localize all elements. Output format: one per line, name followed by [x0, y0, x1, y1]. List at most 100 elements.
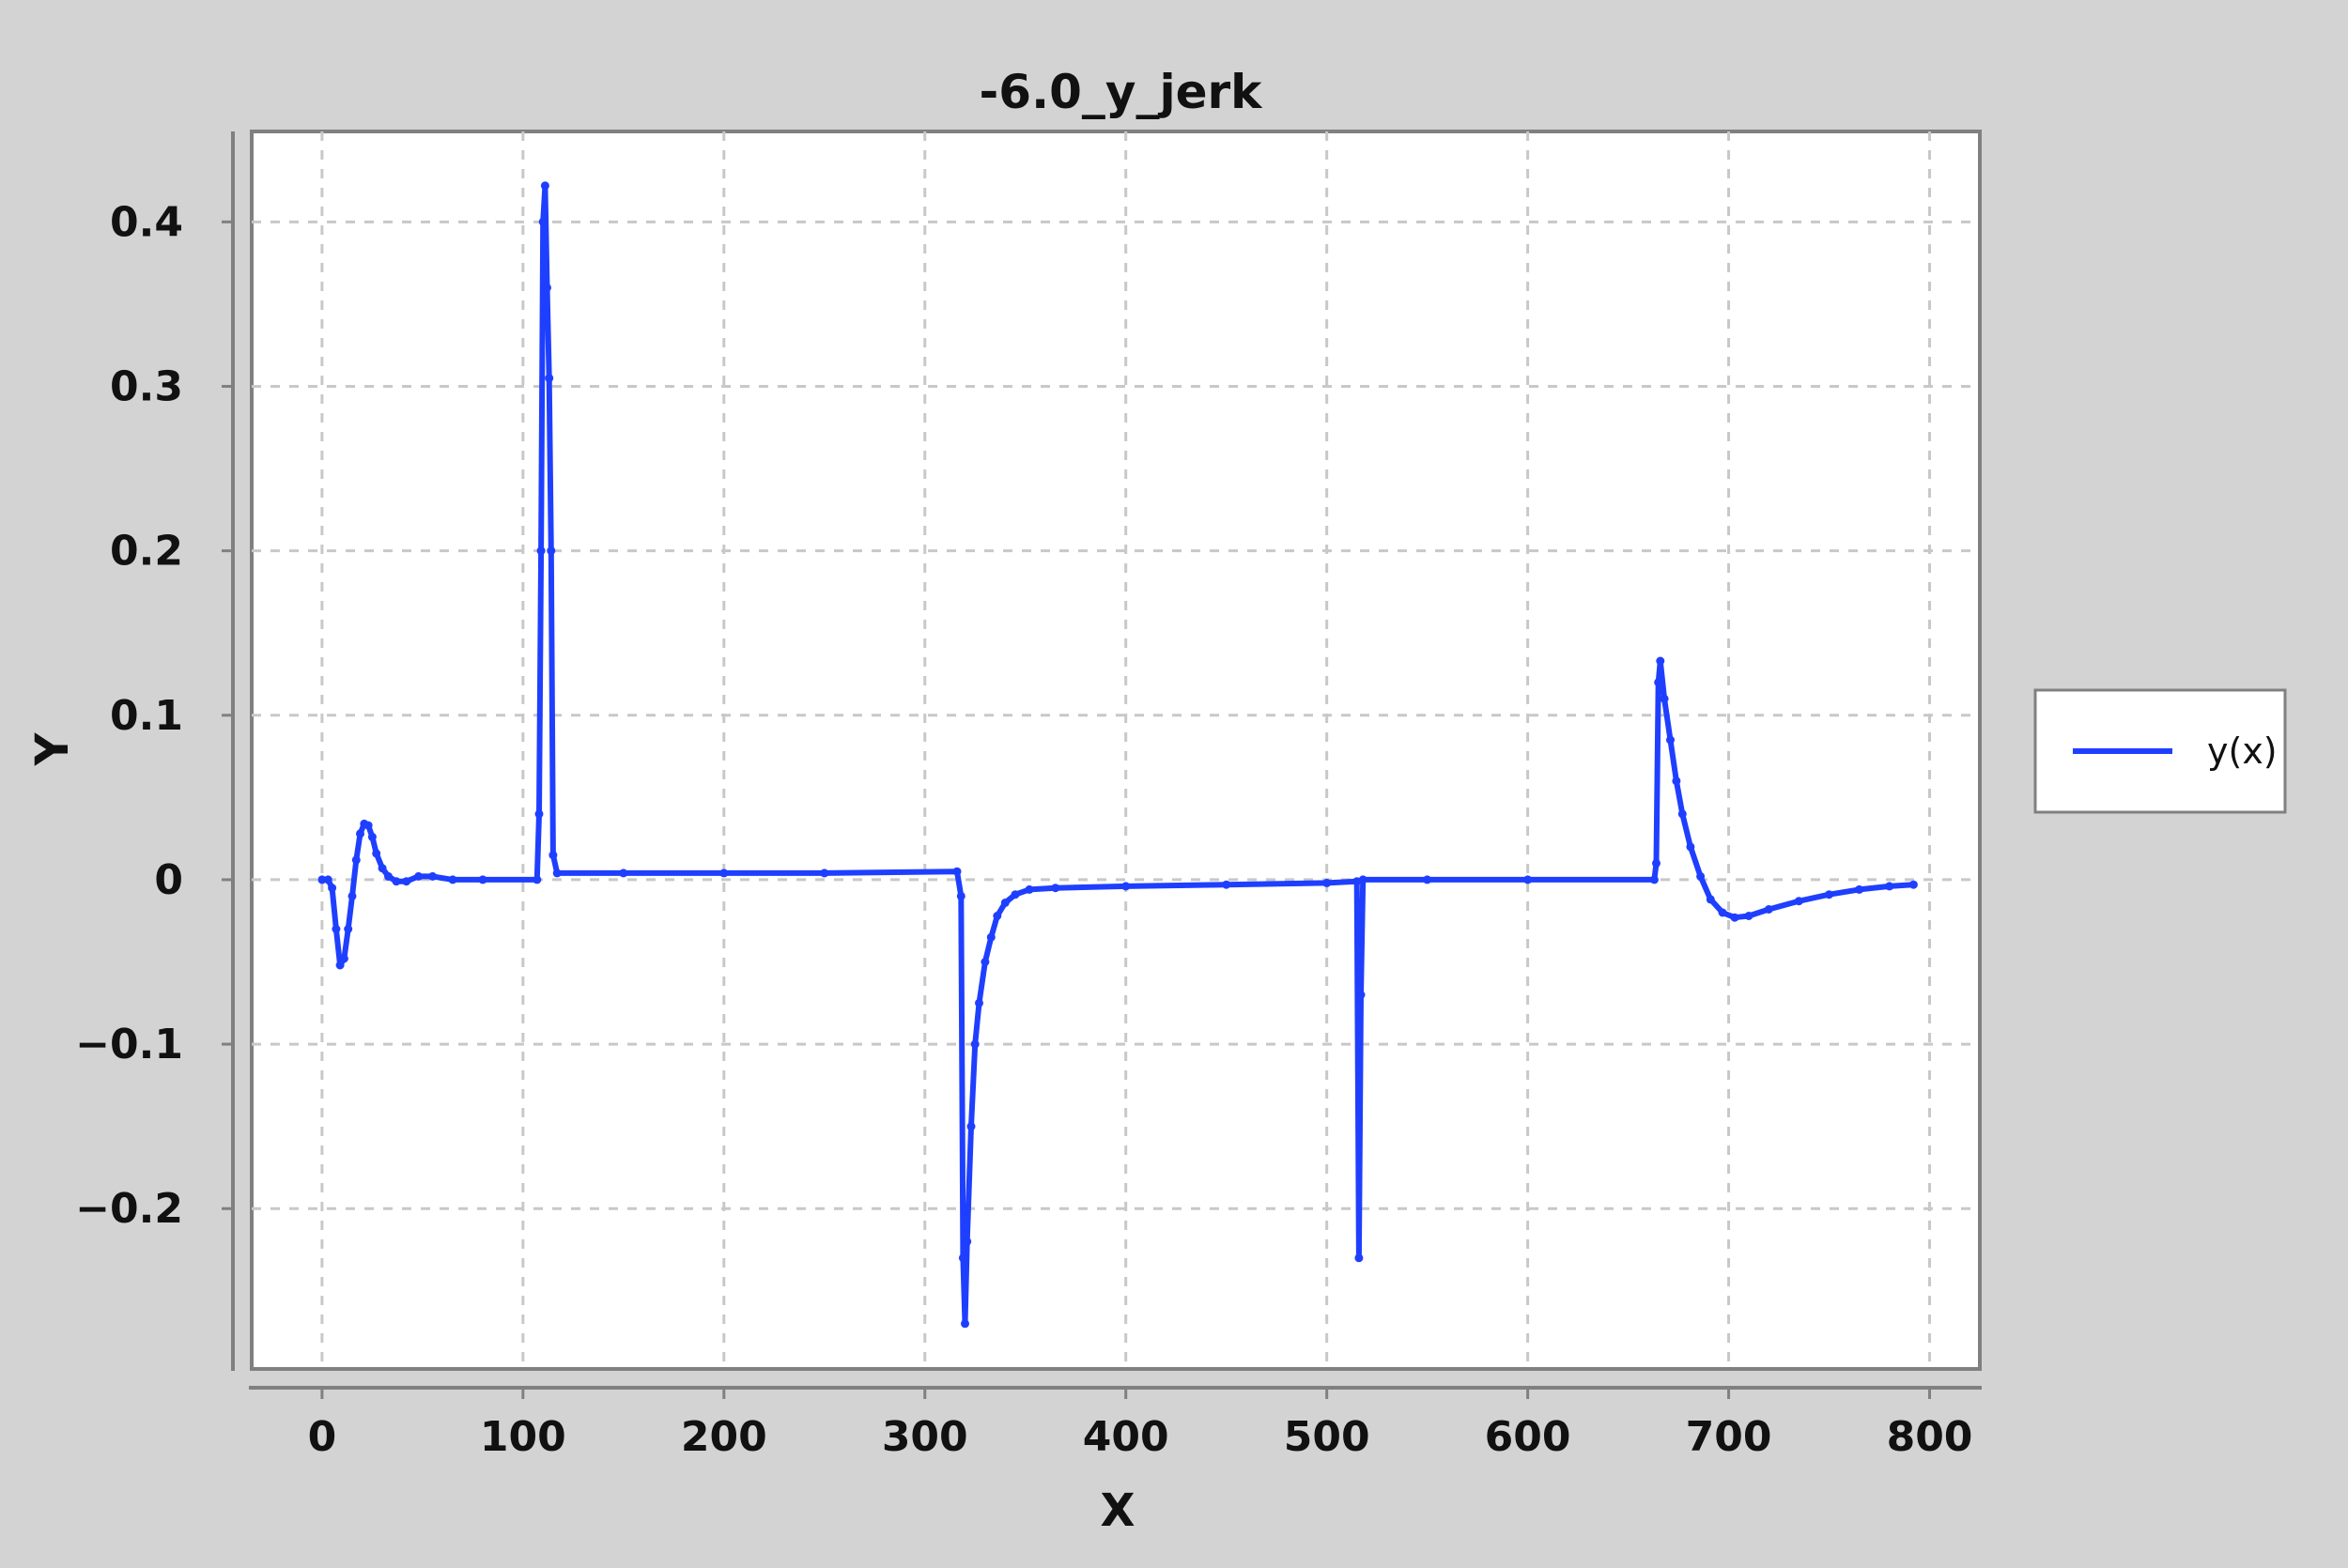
data-point — [1885, 882, 1894, 891]
data-point — [351, 855, 361, 865]
x-tick-label: 600 — [1485, 1413, 1571, 1461]
data-point — [1825, 890, 1833, 899]
data-point — [1686, 842, 1695, 852]
data-point — [619, 869, 628, 878]
series-layer — [317, 181, 1918, 1329]
data-point — [1025, 884, 1034, 894]
data-point — [552, 869, 562, 878]
legend: y(x) — [2033, 688, 2287, 814]
data-point — [548, 851, 558, 860]
x-tick-label: 200 — [681, 1413, 767, 1461]
x-tick-label: 300 — [882, 1413, 968, 1461]
data-point — [317, 875, 327, 884]
data-point — [348, 891, 357, 900]
plot-area — [250, 130, 1982, 1371]
data-point — [981, 958, 990, 966]
x-tick-label: 800 — [1887, 1413, 1973, 1461]
data-point — [543, 283, 551, 292]
data-point — [356, 829, 364, 838]
data-point — [1672, 776, 1681, 786]
y-tick-label: 0 — [154, 856, 183, 904]
data-point — [428, 871, 438, 881]
tick-labels: 0 100 200 300 400 500 600 700 800 0.4 0.3 0.2 0.1 0 −0… — [75, 198, 1972, 1461]
data-point — [1706, 895, 1715, 904]
data-point — [1656, 656, 1665, 666]
data-point — [1855, 884, 1864, 894]
data-point — [540, 181, 549, 191]
data-point — [1794, 897, 1803, 906]
data-point — [1356, 991, 1366, 999]
data-point — [986, 932, 996, 942]
data-point — [478, 875, 487, 884]
data-point — [547, 546, 556, 556]
y-tick-label: 0.3 — [110, 362, 183, 410]
data-point — [384, 871, 393, 881]
data-point — [344, 925, 353, 933]
data-point — [335, 961, 345, 970]
data-point — [719, 869, 729, 878]
x-axis-label: X — [1100, 1484, 1135, 1537]
data-point — [367, 832, 377, 841]
data-point — [402, 877, 411, 886]
data-point — [966, 1122, 976, 1131]
data-point — [545, 374, 554, 383]
data-point — [1649, 875, 1659, 884]
data-point — [414, 871, 424, 881]
chart-title: -6.0_y_jerk — [980, 65, 1264, 119]
data-point — [1354, 1253, 1364, 1263]
data-point — [1908, 880, 1918, 889]
data-point — [533, 875, 542, 884]
data-point — [536, 546, 546, 556]
x-tick-label: 500 — [1284, 1413, 1370, 1461]
data-point — [1358, 875, 1367, 884]
data-point — [1523, 875, 1533, 884]
y-tick-label: −0.2 — [75, 1185, 183, 1233]
data-point — [1677, 809, 1687, 819]
data-point — [956, 891, 965, 900]
data-point — [958, 1253, 967, 1263]
x-tick-label: 700 — [1686, 1413, 1772, 1461]
data-point — [1652, 858, 1661, 868]
data-point — [1730, 913, 1739, 922]
data-point — [363, 821, 373, 830]
data-point — [961, 1319, 969, 1329]
x-tick-label: 0 — [308, 1413, 337, 1461]
data-point — [1222, 880, 1231, 889]
y-tick-label: −0.1 — [75, 1021, 183, 1068]
data-point — [378, 864, 387, 873]
y-tick-label: 0.1 — [110, 692, 183, 740]
legend-label: y(x) — [2207, 730, 2278, 772]
data-point — [323, 875, 332, 884]
data-point — [1654, 678, 1663, 687]
data-point — [970, 1039, 980, 1049]
data-point — [1011, 890, 1020, 899]
data-point — [538, 217, 548, 226]
x-tick-label: 100 — [480, 1413, 566, 1461]
data-point — [1744, 912, 1753, 920]
data-point — [993, 912, 1002, 920]
data-point — [1764, 905, 1773, 914]
data-point — [952, 867, 962, 876]
y-tick-label: 0.2 — [110, 528, 183, 576]
data-point — [1718, 908, 1727, 917]
data-point — [372, 849, 381, 858]
y-tick-label: 0.4 — [110, 198, 183, 246]
data-point — [339, 954, 348, 963]
data-point — [448, 875, 457, 884]
data-point — [1423, 875, 1432, 884]
data-point — [392, 877, 401, 886]
data-point — [1000, 899, 1010, 907]
y-axis-label: Y — [26, 731, 79, 766]
data-point — [1121, 882, 1131, 891]
data-point — [534, 809, 544, 819]
data-point — [1322, 878, 1332, 887]
data-point — [820, 869, 829, 878]
data-point — [328, 884, 337, 893]
data-point — [1660, 694, 1669, 703]
data-point — [963, 1237, 972, 1246]
data-point — [332, 925, 341, 933]
data-point — [1696, 871, 1706, 881]
data-point — [1666, 735, 1675, 745]
